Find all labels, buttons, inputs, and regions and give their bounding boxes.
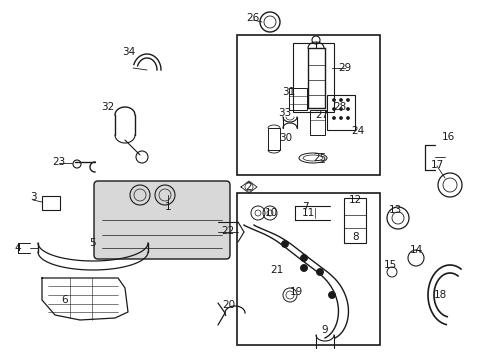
Circle shape (328, 292, 335, 298)
Circle shape (300, 265, 307, 271)
Text: 4: 4 (15, 243, 21, 253)
Text: 1: 1 (164, 202, 171, 212)
Text: 18: 18 (432, 290, 446, 300)
Text: 30: 30 (279, 133, 292, 143)
Text: 23: 23 (52, 157, 65, 167)
Text: 9: 9 (321, 325, 327, 335)
Text: 10: 10 (264, 208, 277, 218)
Text: 16: 16 (441, 132, 454, 142)
Text: 15: 15 (383, 260, 396, 270)
Text: 28: 28 (333, 102, 346, 112)
Text: 20: 20 (222, 300, 235, 310)
Text: 33: 33 (278, 108, 291, 118)
Text: 26: 26 (246, 13, 259, 23)
Text: 14: 14 (408, 245, 422, 255)
Text: 13: 13 (387, 205, 401, 215)
Bar (288, 88, 306, 110)
Circle shape (281, 240, 288, 248)
Text: 5: 5 (89, 238, 96, 248)
Bar (237, 193, 379, 345)
Circle shape (346, 99, 349, 102)
Text: 24: 24 (351, 126, 364, 136)
Circle shape (339, 117, 342, 120)
Text: 12: 12 (347, 195, 361, 205)
Text: 8: 8 (352, 232, 359, 242)
Bar (292, 43, 333, 112)
Circle shape (339, 108, 342, 111)
Text: 29: 29 (338, 63, 351, 73)
Circle shape (332, 99, 335, 102)
Circle shape (339, 99, 342, 102)
Text: 21: 21 (270, 265, 283, 275)
Circle shape (332, 117, 335, 120)
Text: 34: 34 (122, 47, 135, 57)
Text: 17: 17 (429, 160, 443, 170)
Bar (326, 95, 354, 130)
Text: 27: 27 (315, 110, 328, 120)
Text: 2: 2 (245, 182, 252, 192)
Circle shape (300, 255, 307, 261)
Bar (343, 198, 365, 243)
Text: 3: 3 (30, 192, 36, 202)
Circle shape (316, 269, 323, 275)
FancyBboxPatch shape (94, 181, 229, 259)
Text: 19: 19 (289, 287, 302, 297)
Bar (267, 128, 280, 150)
Text: 6: 6 (61, 295, 68, 305)
Text: 11: 11 (301, 208, 314, 218)
Bar (237, 35, 379, 175)
Circle shape (332, 108, 335, 111)
Bar (309, 110, 325, 135)
Text: 31: 31 (282, 87, 295, 97)
Bar (42, 196, 60, 210)
Text: 7: 7 (301, 202, 307, 212)
Text: 22: 22 (221, 226, 234, 236)
Circle shape (346, 117, 349, 120)
Circle shape (346, 108, 349, 111)
Text: 25: 25 (313, 153, 326, 163)
Text: 32: 32 (101, 102, 114, 112)
